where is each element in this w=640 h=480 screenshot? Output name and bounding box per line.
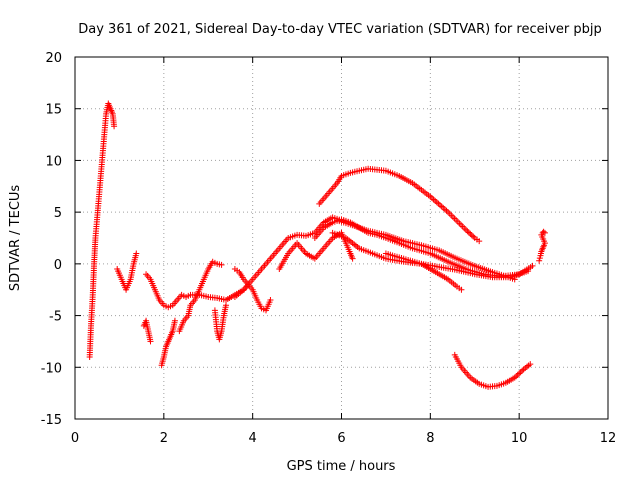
y-tick-label: 0 xyxy=(54,258,62,273)
series-arc-8 xyxy=(231,266,274,314)
x-tick-label: 8 xyxy=(426,431,434,446)
series-arc-5 xyxy=(158,317,178,369)
data-point xyxy=(223,302,230,309)
y-axis-label: SDTVAR / TECUs xyxy=(8,185,23,292)
data-points xyxy=(86,100,548,390)
series-arc-17 xyxy=(536,228,548,264)
series-arc-11 xyxy=(316,165,483,245)
data-point xyxy=(541,229,548,236)
data-point xyxy=(529,262,536,269)
x-tick-label: 2 xyxy=(160,431,168,446)
data-point xyxy=(464,228,471,235)
data-point xyxy=(516,370,523,377)
data-point xyxy=(513,373,520,380)
data-point xyxy=(476,238,483,245)
data-point xyxy=(536,257,543,264)
series-arc-3 xyxy=(140,317,154,345)
data-point xyxy=(519,367,526,374)
data-point xyxy=(470,233,477,240)
data-point xyxy=(218,261,225,268)
data-point xyxy=(517,369,524,376)
series-arc-1 xyxy=(86,100,118,360)
x-tick-label: 0 xyxy=(71,431,79,446)
x-tick-label: 4 xyxy=(249,431,257,446)
y-tick-label: -15 xyxy=(41,413,62,428)
data-point xyxy=(133,250,140,257)
data-point xyxy=(514,371,521,378)
y-tick-labels: -15 -10 -5 0 5 10 15 20 xyxy=(41,51,62,428)
y-tick-label: -10 xyxy=(41,361,62,376)
series-arc-16 xyxy=(451,351,534,390)
series-arc-6 xyxy=(176,258,225,335)
data-point xyxy=(511,276,518,283)
data-point xyxy=(468,232,475,239)
data-point xyxy=(511,374,518,381)
data-point xyxy=(111,123,118,130)
data-point xyxy=(465,229,472,236)
plot-frame xyxy=(74,56,609,420)
data-point xyxy=(462,226,469,233)
series-arc-4 xyxy=(143,271,252,311)
data-point xyxy=(147,338,154,345)
data-point xyxy=(539,245,546,252)
data-point xyxy=(540,228,547,235)
chart-title: Day 361 of 2021, Sidereal Day-to-day VTE… xyxy=(78,22,602,37)
series-arc-7 xyxy=(211,302,230,343)
grid-lines xyxy=(75,57,608,419)
y-tick-label: 5 xyxy=(54,206,62,221)
data-point xyxy=(525,268,532,275)
x-axis-label: GPS time / hours xyxy=(287,459,396,474)
data-point xyxy=(171,317,178,324)
x-tick-label: 6 xyxy=(337,431,345,446)
x-tick-labels: 0 2 4 6 8 10 12 xyxy=(71,431,616,446)
data-point xyxy=(536,255,543,262)
y-tick-label: 15 xyxy=(45,103,62,118)
data-point xyxy=(467,230,474,237)
y-tick-label: -5 xyxy=(49,310,62,325)
x-tick-label: 12 xyxy=(600,431,617,446)
data-point xyxy=(349,255,356,262)
data-point xyxy=(267,297,274,304)
data-point xyxy=(527,361,534,368)
y-tick-label: 20 xyxy=(45,51,62,66)
series-arc-2 xyxy=(114,250,140,293)
y-tick-label: 10 xyxy=(45,154,62,169)
x-tick-label: 10 xyxy=(511,431,528,446)
series-arc-14 xyxy=(334,217,518,283)
series-arc-15 xyxy=(382,250,465,293)
data-point xyxy=(458,286,465,293)
